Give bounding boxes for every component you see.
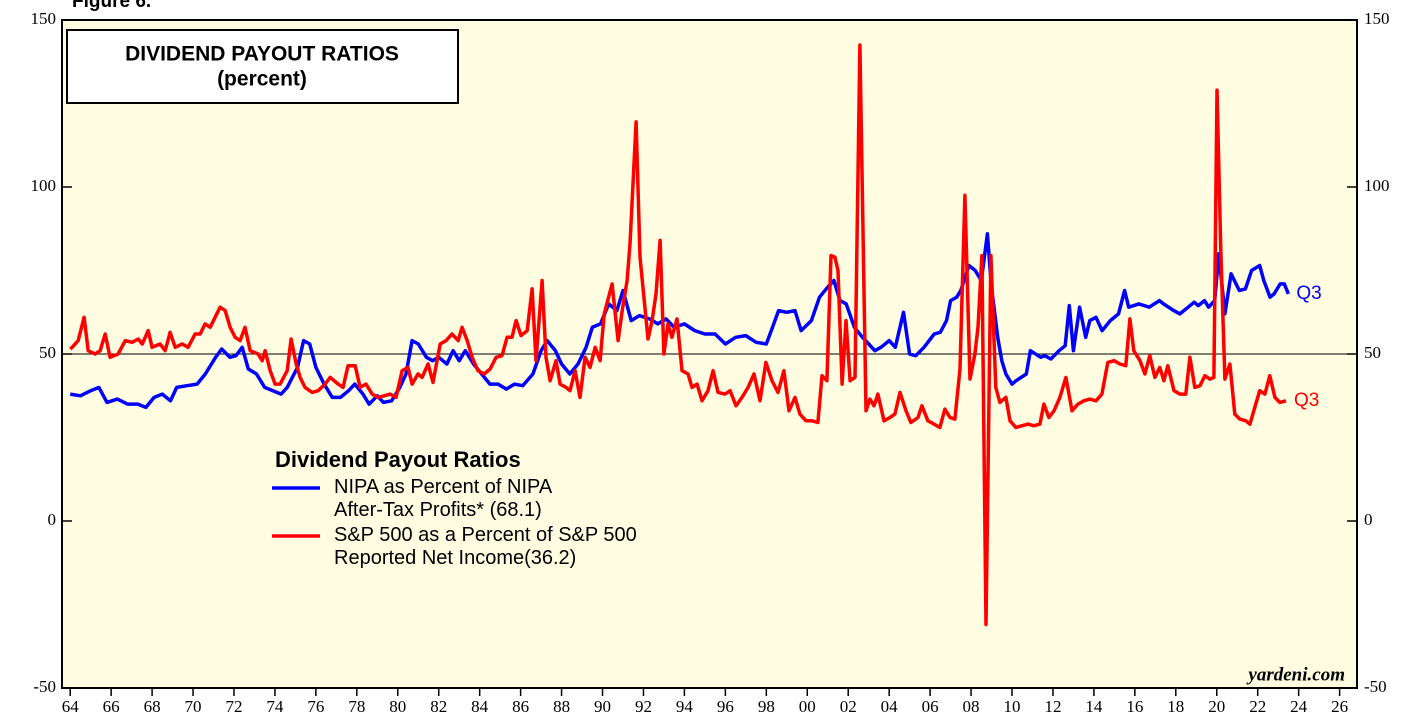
x-tick-label: 92: [635, 697, 652, 716]
x-tick-label: 04: [881, 697, 899, 716]
source: yardeni.com: [1246, 664, 1345, 685]
x-tick-label: 02: [840, 697, 857, 716]
x-tick-label: 14: [1085, 697, 1103, 716]
y2-tick-label: 0: [1364, 510, 1373, 529]
x-tick-label: 68: [144, 697, 161, 716]
x-tick-label: 18: [1167, 697, 1184, 716]
x-tick-label: 70: [185, 697, 202, 716]
x-tick-label: 26: [1331, 697, 1348, 716]
x-tick-label: 10: [1004, 697, 1021, 716]
x-tick-label: 94: [676, 697, 694, 716]
x-tick-label: 90: [594, 697, 611, 716]
x-tick-label: 16: [1126, 697, 1143, 716]
y2-tick-label: 150: [1364, 9, 1390, 28]
legend-entry: NIPA as Percent of NIPA After-Tax Profit…: [334, 476, 553, 521]
x-tick-label: 74: [266, 697, 284, 716]
y-tick-label: 150: [31, 9, 57, 28]
x-tick-label: 86: [512, 697, 529, 716]
x-tick-label: 96: [717, 697, 734, 716]
chart-subtitle: (percent): [217, 68, 307, 91]
y-tick-label: -50: [33, 677, 56, 696]
title-box: [66, 29, 459, 104]
x-tick-label: 24: [1290, 697, 1308, 716]
y-tick-label: 50: [39, 343, 56, 362]
x-tick-label: 88: [553, 697, 570, 716]
x-tick-label: 98: [758, 697, 775, 716]
x-tick-label: 66: [103, 697, 120, 716]
x-tick-label: 08: [963, 697, 980, 716]
x-tick-label: 82: [430, 697, 447, 716]
x-tick-label: 76: [307, 697, 324, 716]
x-tick-label: 22: [1249, 697, 1266, 716]
y2-tick-label: 50: [1364, 343, 1381, 362]
x-tick-label: 06: [922, 697, 939, 716]
end-label: Q3: [1294, 390, 1319, 411]
plot-border: [61, 19, 1358, 689]
chart-title: DIVIDEND PAYOUT RATIOS: [125, 43, 399, 66]
x-tick-label: 80: [389, 697, 406, 716]
series-line: [69, 43, 1287, 627]
x-tick-label: 72: [225, 697, 242, 716]
legend-entry: S&P 500 as a Percent of S&P 500 Reported…: [334, 524, 637, 569]
series-line: [69, 232, 1291, 410]
x-tick-label: 20: [1208, 697, 1225, 716]
x-tick-label: 84: [471, 697, 489, 716]
end-label: Q3: [1296, 283, 1321, 304]
legend-title: Dividend Payout Ratios: [275, 447, 521, 472]
y-tick-label: 0: [48, 510, 57, 529]
y2-tick-label: -50: [1364, 677, 1387, 696]
x-tick-label: 78: [348, 697, 365, 716]
x-tick-label: 64: [62, 697, 80, 716]
figure-label: Figure 6.: [72, 0, 151, 12]
y2-tick-label: 100: [1364, 176, 1390, 195]
x-tick-label: 12: [1044, 697, 1061, 716]
x-tick-label: 00: [799, 697, 816, 716]
y-tick-label: 100: [31, 176, 57, 195]
